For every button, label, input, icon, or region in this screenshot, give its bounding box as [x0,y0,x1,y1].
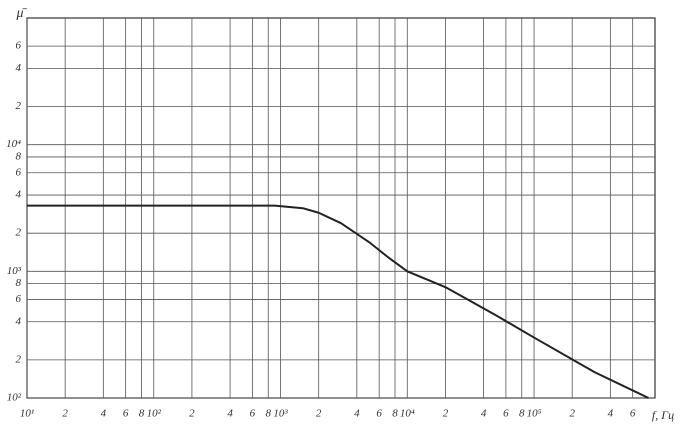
x-tick-label: 2 [443,408,449,420]
plot-frame [26,17,656,399]
x-tick-label: 6 [376,408,382,420]
y-tick-label: 8 [16,150,22,162]
y-tick-label: 4 [16,189,22,201]
x-tick-label: 4 [101,408,107,420]
x-tick-label: 2 [62,408,68,420]
y-tick-label: 6 [16,40,22,52]
x-tick-label: 6 [250,408,256,420]
x-tick-label: 10³ [273,408,288,420]
x-tick-label: 10⁴ [400,408,415,420]
y-tick-label: 10² [7,392,22,404]
x-tick-label: 6 [630,408,636,420]
y-tick-label: 6 [16,166,22,178]
x-tick-label: 10⁵ [527,408,542,420]
x-tick-label: 2 [189,408,195,420]
x-tick-label: 6 [503,408,509,420]
x-tick-label: 2 [569,408,575,420]
x-axis-label: f, Гц [652,408,674,422]
x-tick-label: 8 [265,408,271,420]
data-line [27,204,649,399]
y-tick-label: 2 [16,100,22,112]
x-tick-label: 4 [481,408,487,420]
y-tick-label: 2 [16,353,22,365]
x-tick-label: 4 [354,408,360,420]
x-tick-label: 2 [316,408,322,420]
y-tick-label: 10³ [7,265,22,277]
x-tick-label: 6 [123,408,129,420]
x-tick-label: 8 [519,408,525,420]
x-tick-label: 4 [608,408,614,420]
y-axis-label: μ̄ [15,6,27,21]
y-tick-label: 4 [16,62,22,74]
y-tick-label: 2 [16,227,22,239]
x-tick-label: 8 [139,408,145,420]
x-tick-label: 4 [227,408,233,420]
y-tick-label: 8 [16,277,22,289]
y-tick-label: 6 [16,293,22,305]
x-tick-label: 10² [147,408,162,420]
x-tick-label: 8 [392,408,398,420]
y-tick-label: 10⁴ [6,138,21,150]
y-tick-label: 4 [16,315,22,327]
x-tick-label: 10¹ [20,408,34,420]
